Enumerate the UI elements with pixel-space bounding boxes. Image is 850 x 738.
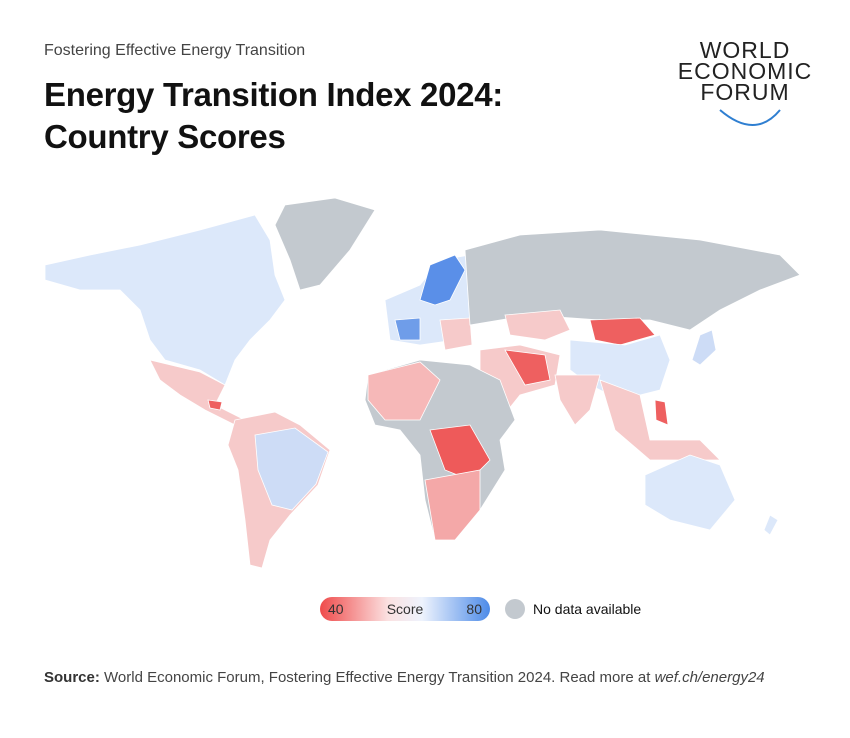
new-zealand bbox=[763, 514, 779, 536]
india bbox=[554, 374, 601, 426]
southeast-asia bbox=[599, 379, 721, 461]
logo-line: WORLD bbox=[699, 37, 791, 63]
japan bbox=[691, 329, 717, 366]
iran bbox=[504, 349, 551, 386]
legend-min: 40 bbox=[328, 601, 344, 617]
world-map bbox=[44, 197, 801, 569]
source-text: World Economic Forum, Fostering Effectiv… bbox=[104, 669, 651, 686]
east-europe bbox=[439, 317, 473, 351]
north-america bbox=[44, 214, 286, 386]
philippines bbox=[654, 399, 669, 426]
legend-scale: 40 Score 80 bbox=[320, 597, 490, 621]
no-data-label: No data available bbox=[533, 601, 642, 617]
logo: WORLD ECONOMIC FORUM bbox=[660, 37, 830, 105]
france bbox=[394, 317, 421, 341]
scandinavia bbox=[419, 254, 466, 306]
honduras bbox=[207, 399, 223, 411]
kazakhstan bbox=[504, 309, 571, 341]
source: Source: World Economic Forum, Fostering … bbox=[44, 669, 765, 686]
australia bbox=[644, 454, 736, 531]
mongolia bbox=[589, 317, 656, 346]
subtitle: Fostering Effective Energy Transition bbox=[44, 42, 306, 59]
source-link[interactable]: wef.ch/energy24 bbox=[654, 669, 765, 686]
logo-line: ECONOMIC bbox=[677, 58, 813, 84]
legend: 40 Score 80 No data available bbox=[320, 597, 641, 621]
brazil bbox=[254, 427, 329, 511]
source-label: Source: bbox=[44, 669, 100, 686]
legend-max: 80 bbox=[466, 601, 482, 617]
logo-arc bbox=[719, 109, 781, 126]
no-data-swatch bbox=[505, 599, 525, 619]
legend-label: Score bbox=[386, 601, 424, 617]
logo-line: FORUM bbox=[700, 79, 790, 105]
title: Energy Transition Index 2024: Country Sc… bbox=[44, 76, 503, 155]
greenland bbox=[274, 197, 376, 291]
southern-africa bbox=[424, 469, 481, 541]
west-africa bbox=[367, 361, 441, 421]
